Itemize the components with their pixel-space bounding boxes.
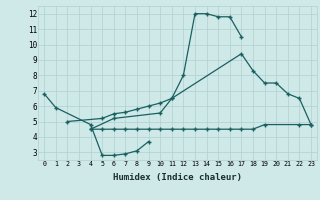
X-axis label: Humidex (Indice chaleur): Humidex (Indice chaleur) <box>113 173 242 182</box>
